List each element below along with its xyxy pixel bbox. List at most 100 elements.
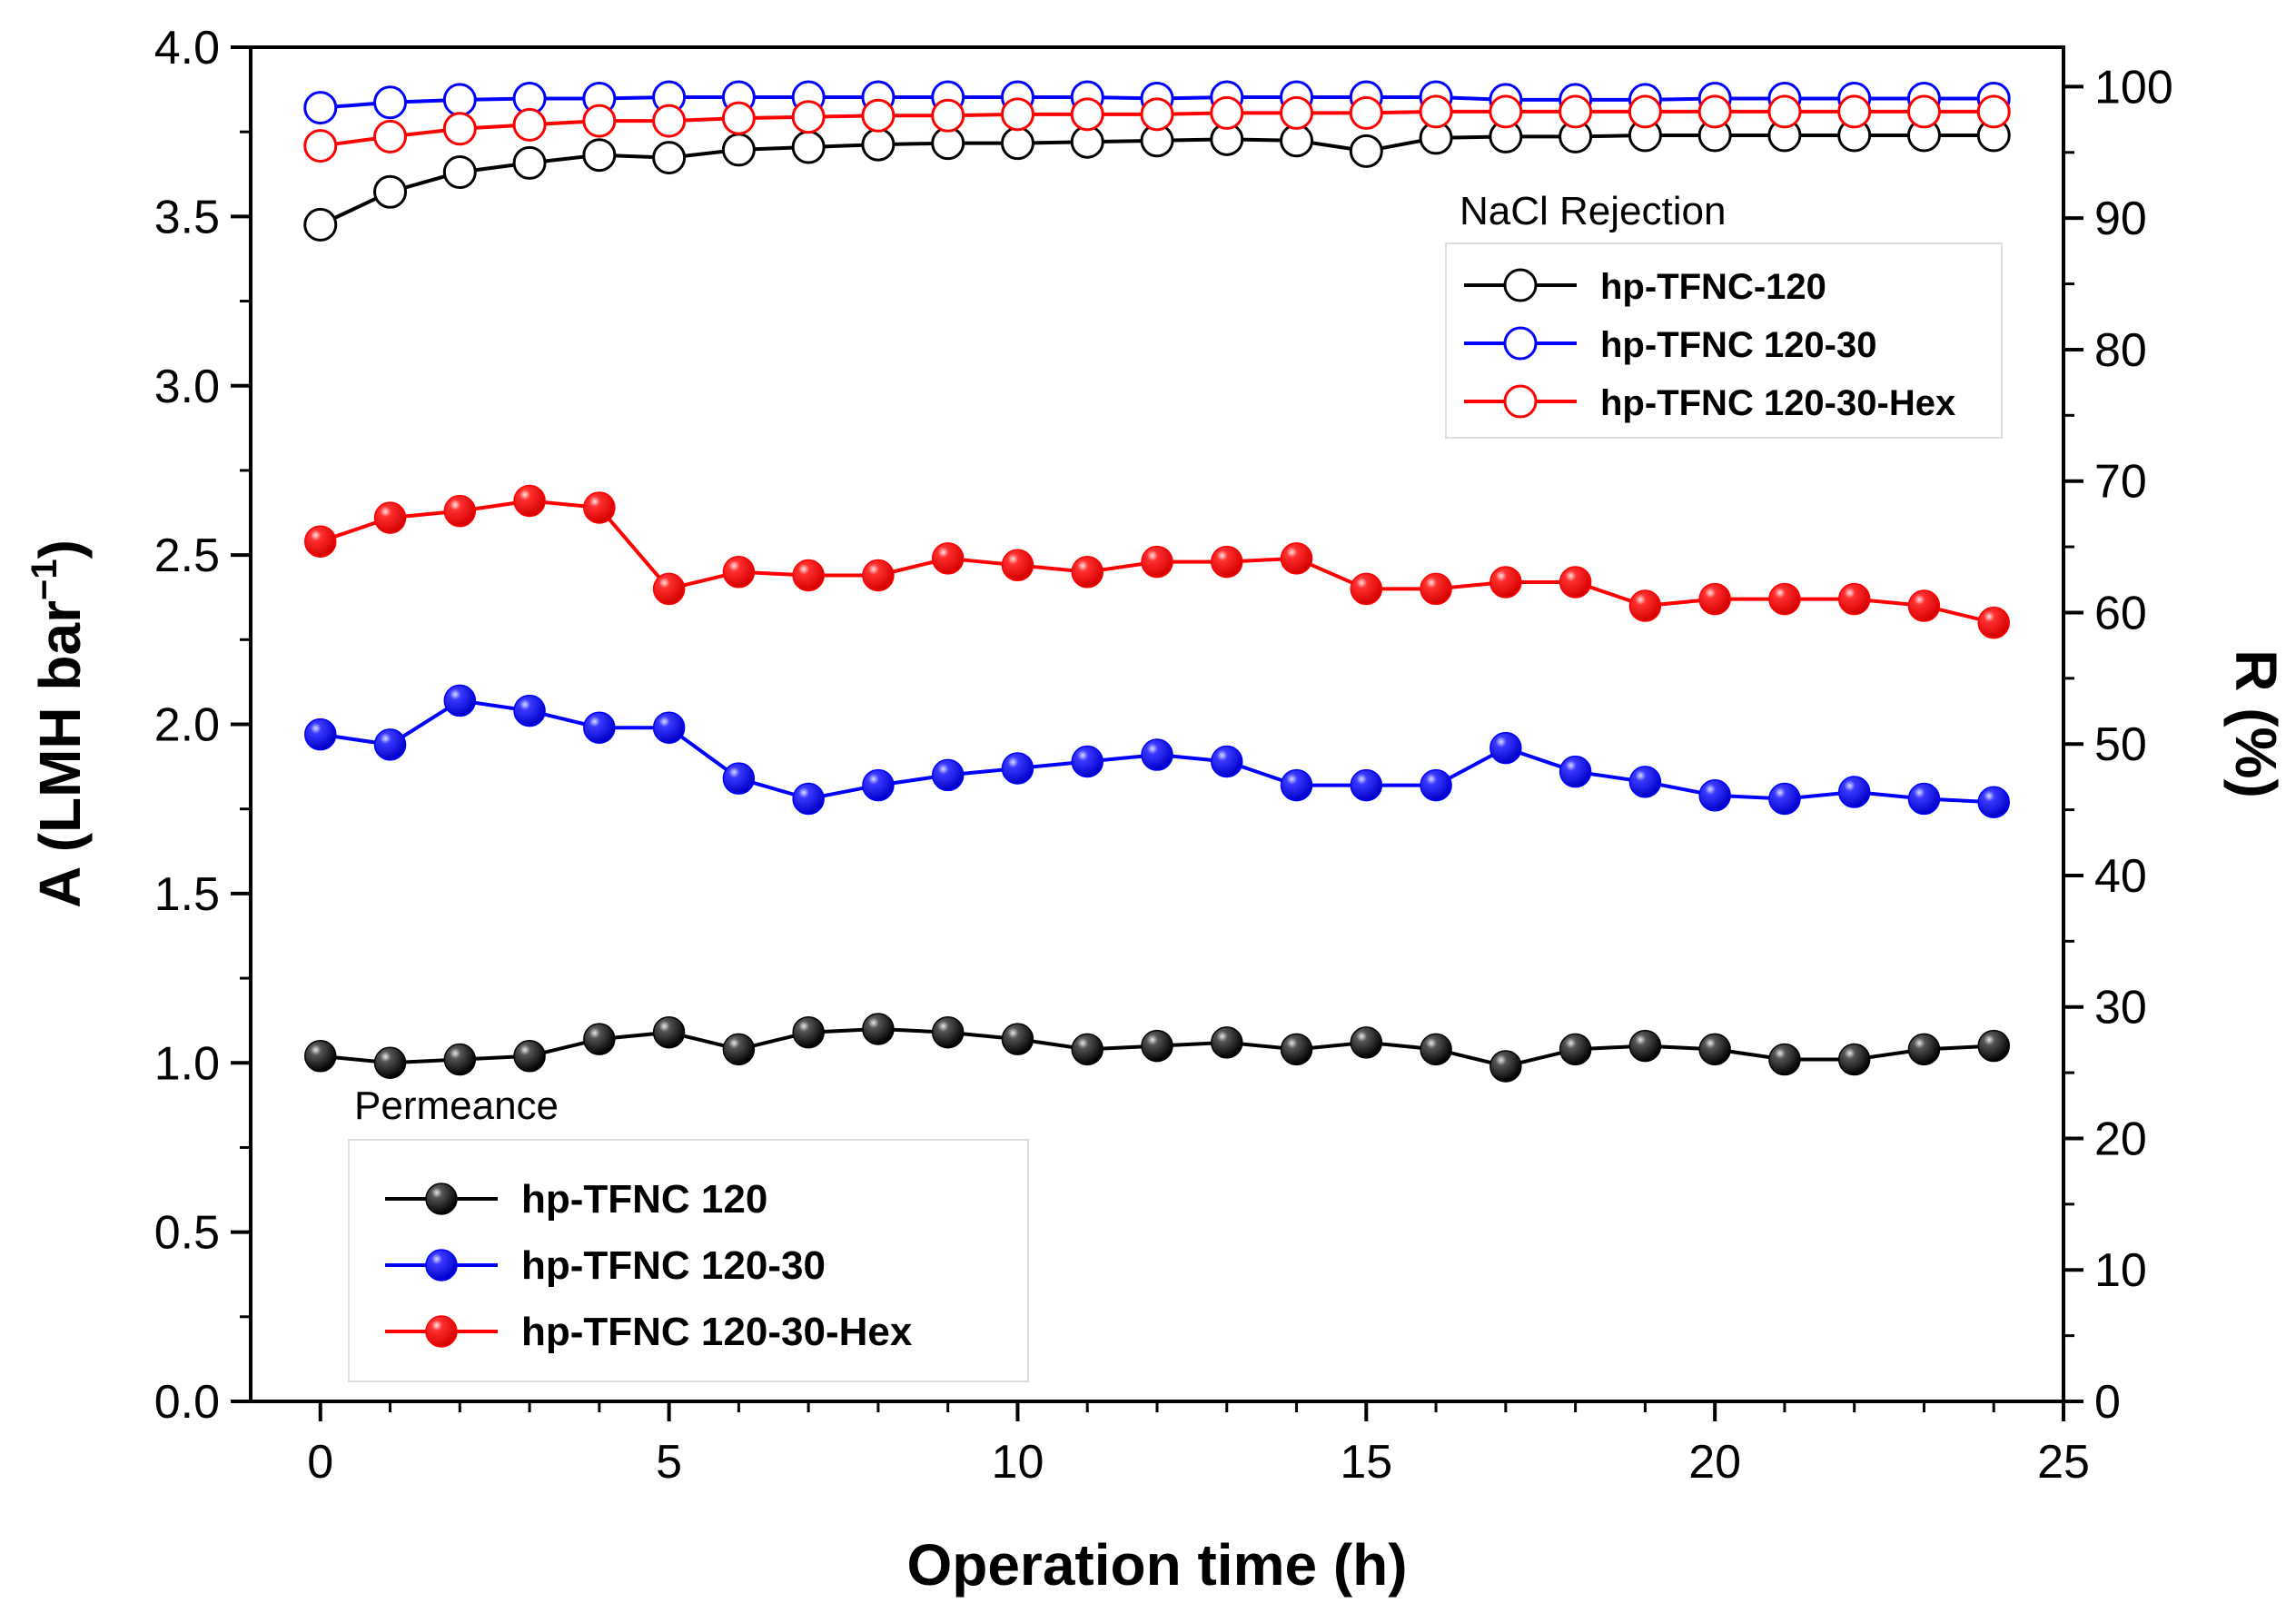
permeance-data-point <box>792 1015 825 1049</box>
permeance-data-point <box>722 1033 756 1066</box>
x-tick-label: 15 <box>1340 1436 1392 1489</box>
permeance-data-point <box>1907 589 1941 622</box>
rejection-legend-label: hp-TFNC 120-30-Hex <box>1600 383 1955 423</box>
rejection-data-point <box>512 107 547 142</box>
permeance-data-point <box>931 542 965 575</box>
rejection-data-point <box>1070 97 1104 132</box>
rejection-data-point <box>1697 94 1732 129</box>
permeance-data-point <box>1350 572 1383 606</box>
rejection-data-point <box>931 98 965 133</box>
permeance-legend-label: hp-TFNC 120-30 <box>521 1243 826 1288</box>
rejection-data-point <box>1559 94 1593 129</box>
rejection-data-point <box>791 130 826 164</box>
y-right-axis-label: R (%) <box>2223 649 2289 798</box>
permeance-data-point <box>1280 768 1313 802</box>
rejection-legend-item: hp-TFNC-120 <box>1464 267 1826 307</box>
rejection-data-point <box>442 155 477 190</box>
rejection-data-point <box>582 138 617 173</box>
permeance-data-point <box>1628 589 1662 622</box>
permeance-legend-marker <box>425 1315 458 1348</box>
permeance-data-point <box>1420 768 1452 802</box>
permeance-data-point <box>1837 1043 1871 1076</box>
permeance-data-point <box>443 1043 477 1076</box>
permeance-legend-label: hp-TFNC 120-30-Hex <box>521 1310 913 1354</box>
permeance-data-point <box>862 559 895 592</box>
y-right-tick-label: 100 <box>2094 61 2173 114</box>
permeance-data-point <box>583 491 616 524</box>
permeance-data-point <box>1211 745 1243 778</box>
permeance-data-point <box>513 1040 546 1073</box>
y-right-tick-label: 70 <box>2094 456 2147 509</box>
rejection-data-point <box>442 83 477 117</box>
permeance-data-point <box>1698 582 1731 616</box>
y-right-tick-label: 0 <box>2094 1376 2121 1429</box>
permeance-data-point <box>931 1015 965 1049</box>
rejection-data-point <box>512 145 547 180</box>
y-left-tick-label: 2.5 <box>154 529 220 582</box>
permeance-data-point <box>931 758 965 792</box>
rejection-data-point <box>721 133 756 167</box>
y-right-tick-label: 20 <box>2094 1113 2147 1165</box>
permeance-data-point <box>1350 1026 1383 1059</box>
x-axis-ticks: 0 5 10 15 20 25 <box>307 1401 2090 1489</box>
permeance-data-point <box>513 694 546 727</box>
permeance-data-point <box>1001 1023 1034 1055</box>
rejection-data-point <box>1767 94 1802 129</box>
rejection-data-point <box>721 101 756 135</box>
permeance-data-point <box>1768 1043 1801 1076</box>
y-right-tick-label: 40 <box>2094 850 2147 903</box>
permeance-data-point <box>1837 582 1871 616</box>
y-right-axis-ticks: 0 10 20 30 40 50 60 70 80 90 100 <box>2063 61 2173 1429</box>
y-left-tick-label: 0.0 <box>154 1376 220 1429</box>
permeance-legend-item: hp-TFNC 120-30 <box>385 1243 826 1288</box>
permeance-legend-box <box>348 1139 1029 1382</box>
rejection-series-0 <box>303 118 2011 242</box>
rejection-legend-marker <box>1503 384 1538 419</box>
rejection-data-point <box>1210 95 1244 130</box>
permeance-data-point <box>1559 755 1592 788</box>
rejection-data-point <box>373 85 408 120</box>
permeance-data-point <box>1489 566 1522 599</box>
permeance-data-point <box>1489 1050 1522 1083</box>
permeance-data-point <box>373 501 407 534</box>
permeance-data-point <box>513 484 546 518</box>
permeance-data-point <box>1977 786 2010 818</box>
rejection-legend-label: hp-TFNC-120 <box>1600 267 1826 307</box>
rejection-data-point <box>1000 126 1034 161</box>
permeance-data-point <box>1211 545 1243 579</box>
rejection-data-point <box>1489 94 1523 129</box>
permeance-data-point <box>1907 782 1941 816</box>
permeance-legend-item: hp-TFNC 120 <box>385 1177 767 1222</box>
series-layer <box>303 80 2011 1083</box>
permeance-legend-label: hp-TFNC 120 <box>521 1177 767 1222</box>
rejection-data-point <box>303 129 338 163</box>
permeance-data-point <box>1768 782 1801 816</box>
permeance-data-point <box>1977 606 2010 639</box>
permeance-data-point <box>862 1013 895 1045</box>
rejection-legend-marker <box>1503 268 1538 302</box>
y-left-tick-label: 1.0 <box>154 1037 220 1090</box>
permeance-data-point <box>792 782 825 816</box>
rejection-legend-items: hp-TFNC-120 hp-TFNC 120-30 hp-TFNC 120-30-… <box>1464 267 1955 423</box>
y-left-tick-label: 3.0 <box>154 361 220 413</box>
permeance-data-point <box>1628 766 1662 798</box>
permeance-data-point <box>1141 1029 1173 1063</box>
permeance-data-point <box>1559 1033 1592 1066</box>
rejection-data-point <box>303 91 338 125</box>
rejection-data-point <box>1628 94 1662 129</box>
permeance-data-point <box>722 556 756 589</box>
permeance-data-point <box>1141 545 1173 579</box>
y-left-tick-label: 3.5 <box>154 191 220 243</box>
permeance-data-point <box>373 728 407 761</box>
y-right-tick-label: 90 <box>2094 193 2147 245</box>
permeance-data-point <box>373 1046 407 1079</box>
permeance-data-point <box>1768 582 1801 616</box>
permeance-legend-items: hp-TFNC 120 hp-TFNC 120-30 hp-TFNC 120-30-… <box>385 1177 913 1354</box>
y-left-tick-label: 2.0 <box>154 699 220 752</box>
rejection-data-point <box>373 174 408 209</box>
permeance-data-point <box>304 717 337 751</box>
permeance-data-point <box>1698 779 1731 812</box>
rejection-data-point <box>582 104 617 138</box>
